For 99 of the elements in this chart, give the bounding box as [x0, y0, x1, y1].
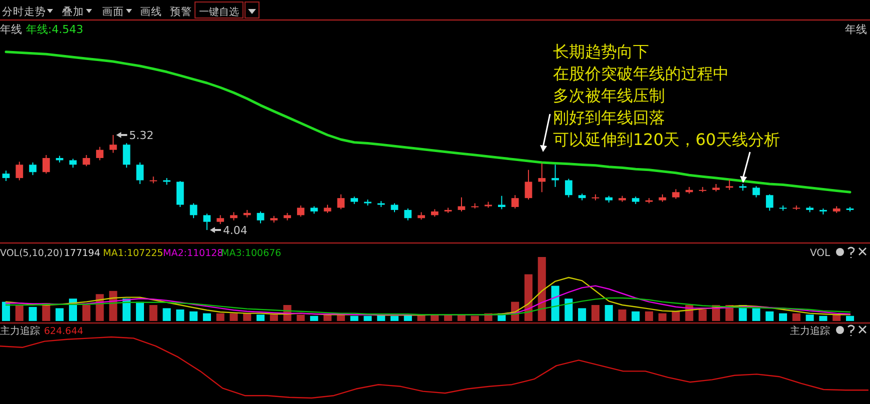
- candlestick: [29, 162, 36, 176]
- bar: [216, 313, 224, 321]
- bar: [2, 302, 10, 321]
- candlestick: [96, 146, 104, 161]
- text: MA1:107225: [103, 248, 164, 259]
- text: MA3:100676: [221, 248, 282, 259]
- bar: [832, 314, 841, 321]
- bar: [256, 314, 265, 321]
- text: 年线: [0, 23, 22, 36]
- bar: [658, 313, 666, 321]
- candlestick: [458, 196, 466, 212]
- bar: [645, 311, 654, 321]
- candlestick: [524, 169, 532, 200]
- bar: [56, 308, 64, 321]
- text: 在股价突破年线的过程中: [553, 64, 729, 83]
- text: 刚好到年线回落: [553, 108, 665, 127]
- bar: [364, 316, 372, 321]
- bar: [390, 316, 399, 321]
- candlestick: [766, 194, 774, 212]
- text: 一键自选: [199, 6, 239, 18]
- annotation: 177194: [64, 248, 100, 259]
- text: MA2:110128: [163, 248, 224, 259]
- bar: [806, 314, 814, 321]
- candlestick: [297, 205, 304, 218]
- text: 预警: [170, 6, 192, 18]
- candlestick: [176, 180, 184, 208]
- candlestick: [16, 161, 24, 181]
- bar: [28, 306, 37, 321]
- chart-title: 主力追踪: [0, 325, 40, 337]
- bar: [149, 305, 158, 321]
- candlestick: [82, 154, 90, 167]
- bar: [324, 314, 332, 321]
- candlestick: [498, 195, 506, 210]
- annotation: VOL(5,10,20): [0, 248, 63, 259]
- bar: [819, 316, 828, 321]
- bar: [243, 313, 252, 321]
- candlestick: [511, 194, 519, 209]
- candlestick: [552, 164, 559, 188]
- bar: [470, 316, 479, 321]
- bar: [15, 305, 24, 321]
- bar: [310, 316, 318, 321]
- bar: [82, 305, 90, 321]
- bar: [122, 298, 131, 321]
- bar: [270, 314, 278, 321]
- candlestick: [404, 208, 412, 221]
- bar: [136, 302, 144, 321]
- bar: [190, 311, 198, 321]
- candlestick: [337, 194, 345, 210]
- text: 多次被年线压制: [553, 86, 665, 105]
- candlestick: [752, 186, 760, 198]
- bar: [524, 274, 532, 321]
- bar: [551, 286, 560, 321]
- bar: [162, 308, 171, 321]
- candlestick: [136, 162, 144, 184]
- text: 长期趋势向下: [553, 42, 649, 61]
- bar: [792, 313, 800, 321]
- candlestick: [538, 162, 546, 193]
- bar: [618, 309, 626, 321]
- candlestick: [203, 213, 211, 230]
- bar: [766, 311, 774, 321]
- bar: [457, 314, 466, 321]
- bar: [672, 311, 680, 321]
- bar: [778, 313, 788, 321]
- bar: [296, 314, 305, 321]
- bar: [846, 316, 854, 321]
- candlestick: [672, 188, 680, 200]
- annotation: 4.04: [222, 224, 248, 237]
- text: 年线: [845, 23, 867, 36]
- text: 叠加: [62, 5, 84, 18]
- series-label: 年线:4.543: [26, 23, 84, 36]
- candlestick: [190, 202, 198, 219]
- bar: [632, 311, 640, 321]
- bar: [350, 316, 358, 321]
- bar: [202, 313, 211, 321]
- bar: [176, 309, 184, 321]
- bar: [578, 308, 586, 321]
- bar: [604, 305, 613, 321]
- candlestick: [564, 178, 572, 198]
- annotation: 5.32: [129, 129, 154, 142]
- bar: [698, 309, 707, 321]
- bar: [752, 308, 760, 321]
- bar: [591, 305, 600, 321]
- bar: [538, 257, 546, 321]
- annotation: 624.644: [44, 326, 84, 337]
- bar: [444, 314, 452, 321]
- bar: [230, 313, 238, 321]
- candlestick: [726, 179, 734, 190]
- annotation: VOL: [810, 248, 831, 259]
- candlestick: [42, 154, 50, 174]
- candlestick: [109, 134, 117, 154]
- annotation: 可以延伸到120天，60天线分析: [553, 130, 780, 149]
- bar: [564, 298, 573, 321]
- annotation: 主力追踪: [790, 325, 830, 337]
- candlestick: [2, 170, 10, 182]
- candlestick: [122, 142, 130, 168]
- text: 画面: [102, 6, 124, 18]
- text: 画线: [140, 5, 162, 18]
- candlestick: [256, 210, 264, 224]
- text: 分时走势: [2, 5, 46, 18]
